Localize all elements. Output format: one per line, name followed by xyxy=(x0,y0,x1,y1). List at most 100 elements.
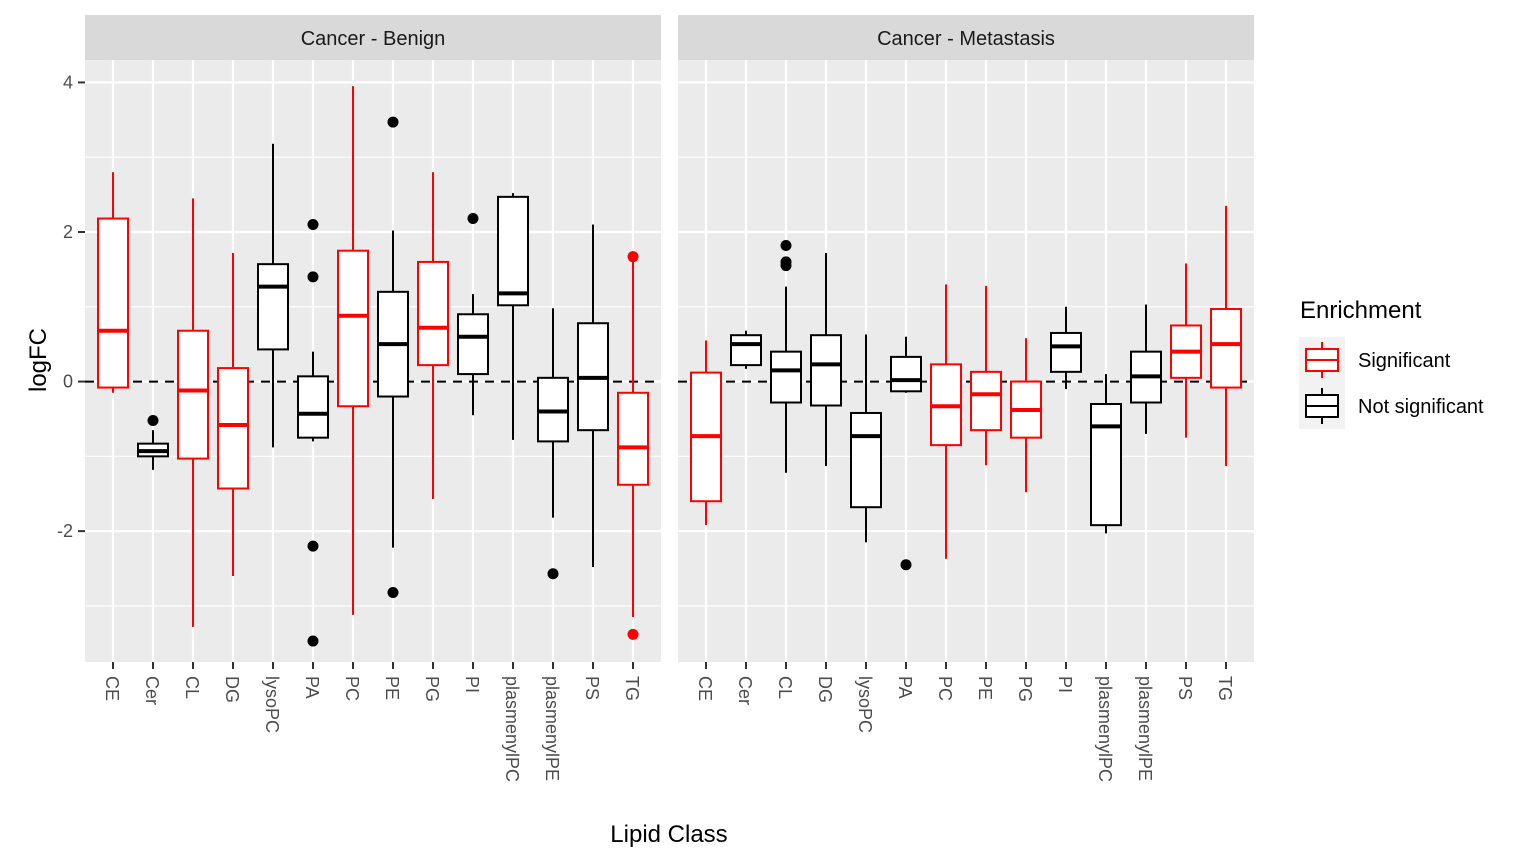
x-tick-label: TG xyxy=(1215,676,1235,701)
outlier-point xyxy=(627,628,639,640)
panel-background xyxy=(678,60,1254,662)
x-tick-label: plasmenylPC xyxy=(502,676,522,782)
x-tick-label: PS xyxy=(582,676,602,700)
x-tick-label: PC xyxy=(342,676,362,701)
box-iqr xyxy=(617,391,649,486)
box-dg xyxy=(217,252,249,576)
box-tg xyxy=(1210,205,1242,467)
x-tick-label: CE xyxy=(695,676,715,701)
x-tick-label: PA xyxy=(895,676,915,699)
facet-strip xyxy=(85,15,661,60)
outlier-point xyxy=(307,271,319,283)
x-tick-label: Cer xyxy=(735,676,755,705)
x-tick-label: PG xyxy=(1015,676,1035,702)
x-tick-label: TG xyxy=(622,676,642,701)
y-tick-label: -2 xyxy=(57,521,73,541)
box-pa xyxy=(297,219,329,647)
outlier-point xyxy=(147,414,159,426)
box-iqr xyxy=(457,313,489,376)
box-iqr xyxy=(730,334,762,367)
box-tg xyxy=(617,251,649,640)
box-cer xyxy=(137,414,169,470)
x-tick-label: lysoPC xyxy=(262,676,282,733)
outlier-point xyxy=(547,568,559,580)
box-iqr xyxy=(217,367,249,490)
panel-cancer-benign: Cancer - Benign CE Cer CL DG lysoPC PA PC PE PG PI… xyxy=(85,15,661,782)
box-plasmenylpc xyxy=(497,193,529,440)
legend-key-significant: Significant xyxy=(1299,337,1451,383)
outlier-point xyxy=(307,540,319,552)
x-tick-label: PC xyxy=(935,676,955,701)
x-tick-label: PG xyxy=(422,676,442,702)
outlier-point xyxy=(467,213,479,225)
box-ps xyxy=(1170,263,1202,438)
x-tick-label: PS xyxy=(1175,676,1195,700)
x-tick-label: plasmenylPE xyxy=(1135,676,1155,781)
outlier-point xyxy=(780,260,792,272)
panels: Cancer - Benign CE Cer CL DG lysoPC PA PC PE PG PI… xyxy=(85,15,1254,782)
x-axis-title: Lipid Class xyxy=(610,821,727,848)
x-tick-label: CL xyxy=(775,676,795,699)
y-axis: -2 0 2 4 xyxy=(57,72,85,541)
x-tick-label: DG xyxy=(222,676,242,703)
box-iqr xyxy=(497,195,529,307)
box-iqr xyxy=(257,263,289,351)
box-ce xyxy=(690,340,722,526)
outlier-point xyxy=(780,239,792,251)
panel-cancer-metastasis: Cancer - Metastasis CE Cer CL DG lysoPC PA PC PE… xyxy=(678,15,1254,782)
box-cl xyxy=(177,198,209,627)
box-iqr xyxy=(850,411,882,509)
box-iqr xyxy=(810,334,842,407)
box-pi xyxy=(457,213,489,416)
legend-label: Not significant xyxy=(1358,396,1484,418)
facet-strip-label: Cancer - Metastasis xyxy=(877,28,1055,50)
outlier-point xyxy=(627,251,639,263)
box-pe xyxy=(377,116,409,598)
x-tick-label: PE xyxy=(382,676,402,700)
box-ce xyxy=(97,172,129,393)
box-pi xyxy=(1050,306,1082,390)
facet-strip xyxy=(678,15,1254,60)
x-tick-label: plasmenylPC xyxy=(1095,676,1115,782)
box-pc xyxy=(337,86,369,615)
box-iqr xyxy=(417,260,449,367)
outlier-point xyxy=(387,116,399,128)
box-lysopc xyxy=(850,334,882,543)
x-tick-label: lysoPC xyxy=(855,676,875,733)
box-pc xyxy=(930,284,962,559)
x-tick-label: DG xyxy=(815,676,835,703)
legend: Enrichment Significant Not significant xyxy=(1299,297,1484,429)
legend-title: Enrichment xyxy=(1300,297,1422,324)
x-tick-label: PI xyxy=(1055,676,1075,693)
box-plasmenylpe xyxy=(1130,304,1162,434)
box-cer xyxy=(730,330,762,369)
box-iqr xyxy=(297,375,329,439)
x-tick-label: PA xyxy=(302,676,322,699)
box-iqr xyxy=(1210,308,1242,389)
y-tick-label: 2 xyxy=(63,222,73,242)
y-tick-label: 0 xyxy=(63,372,73,392)
box-iqr xyxy=(890,355,922,393)
outlier-point xyxy=(387,586,399,598)
x-tick-label: Cer xyxy=(142,676,162,705)
box-plasmenylpc xyxy=(1090,374,1122,534)
x-tick-label: CL xyxy=(182,676,202,699)
box-iqr xyxy=(1090,403,1122,527)
legend-key-not-significant: Not significant xyxy=(1299,383,1484,429)
outlier-point xyxy=(900,559,912,571)
box-iqr xyxy=(1050,331,1082,373)
x-tick-label: CE xyxy=(102,676,122,701)
facet-strip-label: Cancer - Benign xyxy=(301,28,446,50)
outlier-point xyxy=(307,219,319,231)
outlier-point xyxy=(307,635,319,647)
box-dg xyxy=(810,252,842,467)
box-lysopc xyxy=(257,143,289,448)
box-plasmenylpe xyxy=(537,308,569,580)
box-iqr xyxy=(177,329,209,460)
x-tick-label: PE xyxy=(975,676,995,700)
box-iqr xyxy=(970,370,1002,432)
box-pa xyxy=(890,336,922,571)
box-pe xyxy=(970,285,1002,466)
box-iqr xyxy=(337,249,369,408)
